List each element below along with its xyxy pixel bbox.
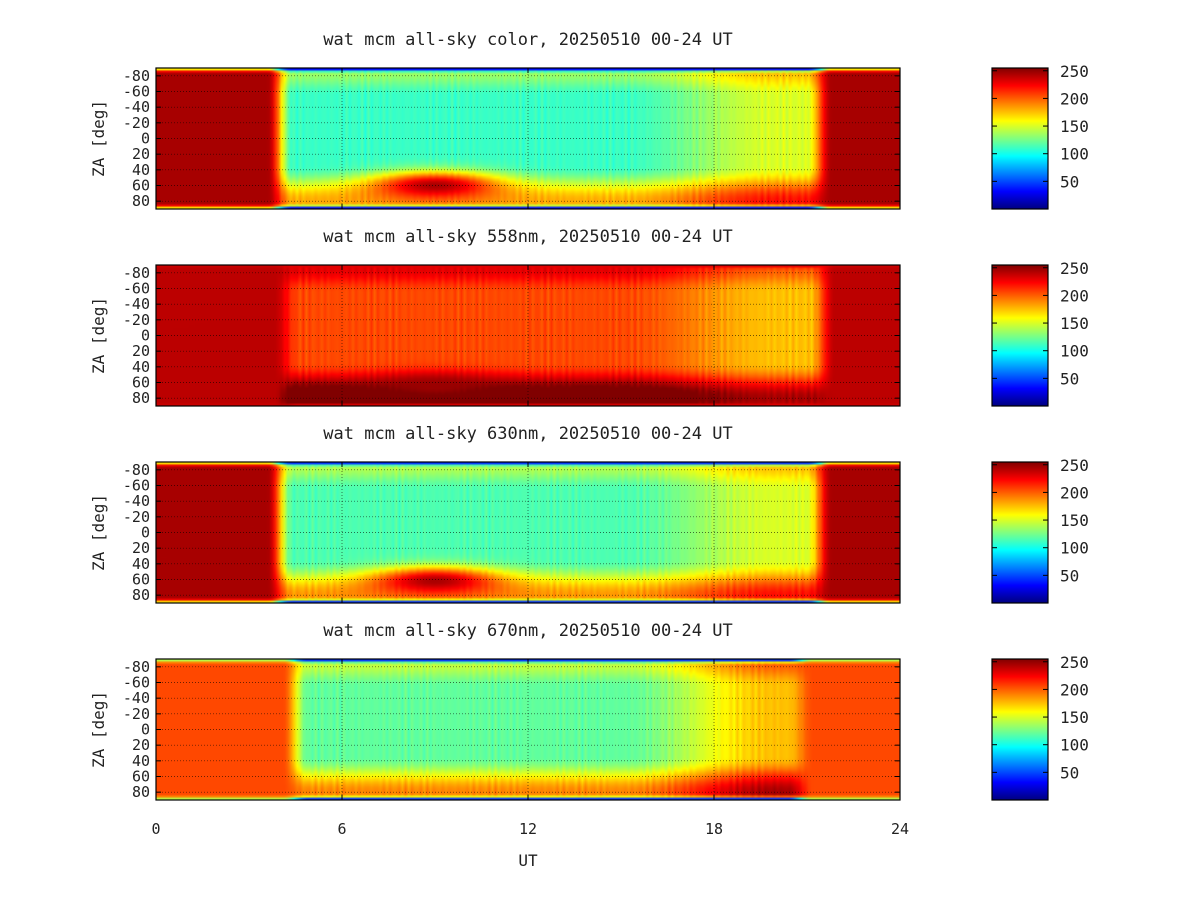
y-tick-label: 60 <box>132 177 150 195</box>
y-tick-label: 80 <box>132 192 150 210</box>
y-tick-label: 20 <box>132 736 150 754</box>
y-tick-label: 0 <box>141 327 150 345</box>
colorbar-tick-label: 200 <box>1060 286 1089 305</box>
panels: wat mcm all-sky color, 20250510 00-24 UT… <box>89 30 1089 801</box>
y-axis-label: ZA [deg] <box>89 297 108 374</box>
colorbar-tick-label: 250 <box>1060 62 1089 81</box>
x-axis-label: UT <box>518 851 538 870</box>
y-tick-label: -80 <box>123 264 150 282</box>
panel-4: wat mcm all-sky 670nm, 20250510 00-24 UT… <box>89 621 1089 801</box>
panel-title: wat mcm all-sky color, 20250510 00-24 UT <box>323 30 732 50</box>
colorbar-gradient <box>991 264 1049 407</box>
x-tick-label: 12 <box>519 820 537 838</box>
colorbar-tick-label: 100 <box>1060 145 1089 164</box>
panel-3: wat mcm all-sky 630nm, 20250510 00-24 UT… <box>89 424 1089 604</box>
y-tick-label: 20 <box>132 539 150 557</box>
colorbar-tick-label: 50 <box>1060 566 1079 585</box>
colorbar-tick-label: 150 <box>1060 511 1089 530</box>
panel-title: wat mcm all-sky 670nm, 20250510 00-24 UT <box>323 621 732 641</box>
y-tick-label: -80 <box>123 67 150 85</box>
y-tick-label: 40 <box>132 358 150 376</box>
y-tick-label: 40 <box>132 752 150 770</box>
x-tick-label: 18 <box>705 820 723 838</box>
colorbar-tick-label: 150 <box>1060 708 1089 727</box>
y-tick-label: -60 <box>123 280 150 298</box>
colorbar-tick-label: 50 <box>1060 369 1079 388</box>
y-tick-label: -60 <box>123 83 150 101</box>
y-axis-label: ZA [deg] <box>89 494 108 571</box>
panel-title: wat mcm all-sky 630nm, 20250510 00-24 UT <box>323 424 732 444</box>
colorbar-tick-label: 200 <box>1060 680 1089 699</box>
y-tick-label: -40 <box>123 492 150 510</box>
colorbar: 50 100 150 200 250 <box>991 456 1089 604</box>
y-axis-label: ZA [deg] <box>89 691 108 768</box>
y-tick-label: -60 <box>123 674 150 692</box>
panel-title: wat mcm all-sky 558nm, 20250510 00-24 UT <box>323 227 732 247</box>
y-tick-label: 0 <box>141 130 150 148</box>
colorbar-tick-label: 150 <box>1060 117 1089 136</box>
y-tick-label: 20 <box>132 145 150 163</box>
colorbar: 50 100 150 200 250 <box>991 259 1089 407</box>
y-tick-label: -80 <box>123 658 150 676</box>
colorbar-tick-label: 250 <box>1060 259 1089 278</box>
y-tick-label: 80 <box>132 389 150 407</box>
y-tick-label: -20 <box>123 311 150 329</box>
colorbar-tick-label: 250 <box>1060 456 1089 475</box>
y-tick-label: 60 <box>132 374 150 392</box>
colorbar-tick-label: 150 <box>1060 314 1089 333</box>
colorbar-tick-label: 100 <box>1060 342 1089 361</box>
y-tick-label: -80 <box>123 461 150 479</box>
colorbar-tick-label: 200 <box>1060 89 1089 108</box>
y-tick-label: 40 <box>132 555 150 573</box>
panel-1: wat mcm all-sky color, 20250510 00-24 UT… <box>89 30 1089 210</box>
colorbar-tick-label: 200 <box>1060 483 1089 502</box>
bottom-axis: 0 6 12 18 24 UT <box>151 820 909 870</box>
colorbar-gradient <box>991 658 1049 801</box>
y-tick-label: -40 <box>123 295 150 313</box>
y-tick-label: 40 <box>132 161 150 179</box>
colorbar-gradient <box>991 461 1049 604</box>
colorbar-tick-label: 100 <box>1060 539 1089 558</box>
y-tick-label: 0 <box>141 524 150 542</box>
colorbar-tick-label: 50 <box>1060 763 1079 782</box>
y-tick-label: 60 <box>132 571 150 589</box>
colorbar-tick-label: 100 <box>1060 736 1089 755</box>
colorbar: 50 100 150 200 250 <box>991 62 1089 210</box>
y-tick-label: -20 <box>123 705 150 723</box>
colorbar-tick-label: 250 <box>1060 653 1089 672</box>
y-tick-label: -20 <box>123 508 150 526</box>
y-tick-label: -20 <box>123 114 150 132</box>
colorbar: 50 100 150 200 250 <box>991 653 1089 801</box>
y-tick-label: 20 <box>132 342 150 360</box>
panel-2: wat mcm all-sky 558nm, 20250510 00-24 UT… <box>89 227 1089 407</box>
x-tick-label: 6 <box>337 820 346 838</box>
colorbar-tick-label: 50 <box>1060 172 1079 191</box>
y-tick-label: 80 <box>132 586 150 604</box>
y-axis-label: ZA [deg] <box>89 100 108 177</box>
y-tick-label: -40 <box>123 689 150 707</box>
colorbar-gradient <box>991 67 1049 210</box>
y-tick-label: 0 <box>141 721 150 739</box>
y-tick-label: 80 <box>132 783 150 801</box>
x-tick-label: 24 <box>891 820 909 838</box>
x-tick-label: 0 <box>151 820 160 838</box>
y-tick-label: 60 <box>132 768 150 786</box>
y-tick-label: -40 <box>123 98 150 116</box>
y-tick-label: -60 <box>123 477 150 495</box>
